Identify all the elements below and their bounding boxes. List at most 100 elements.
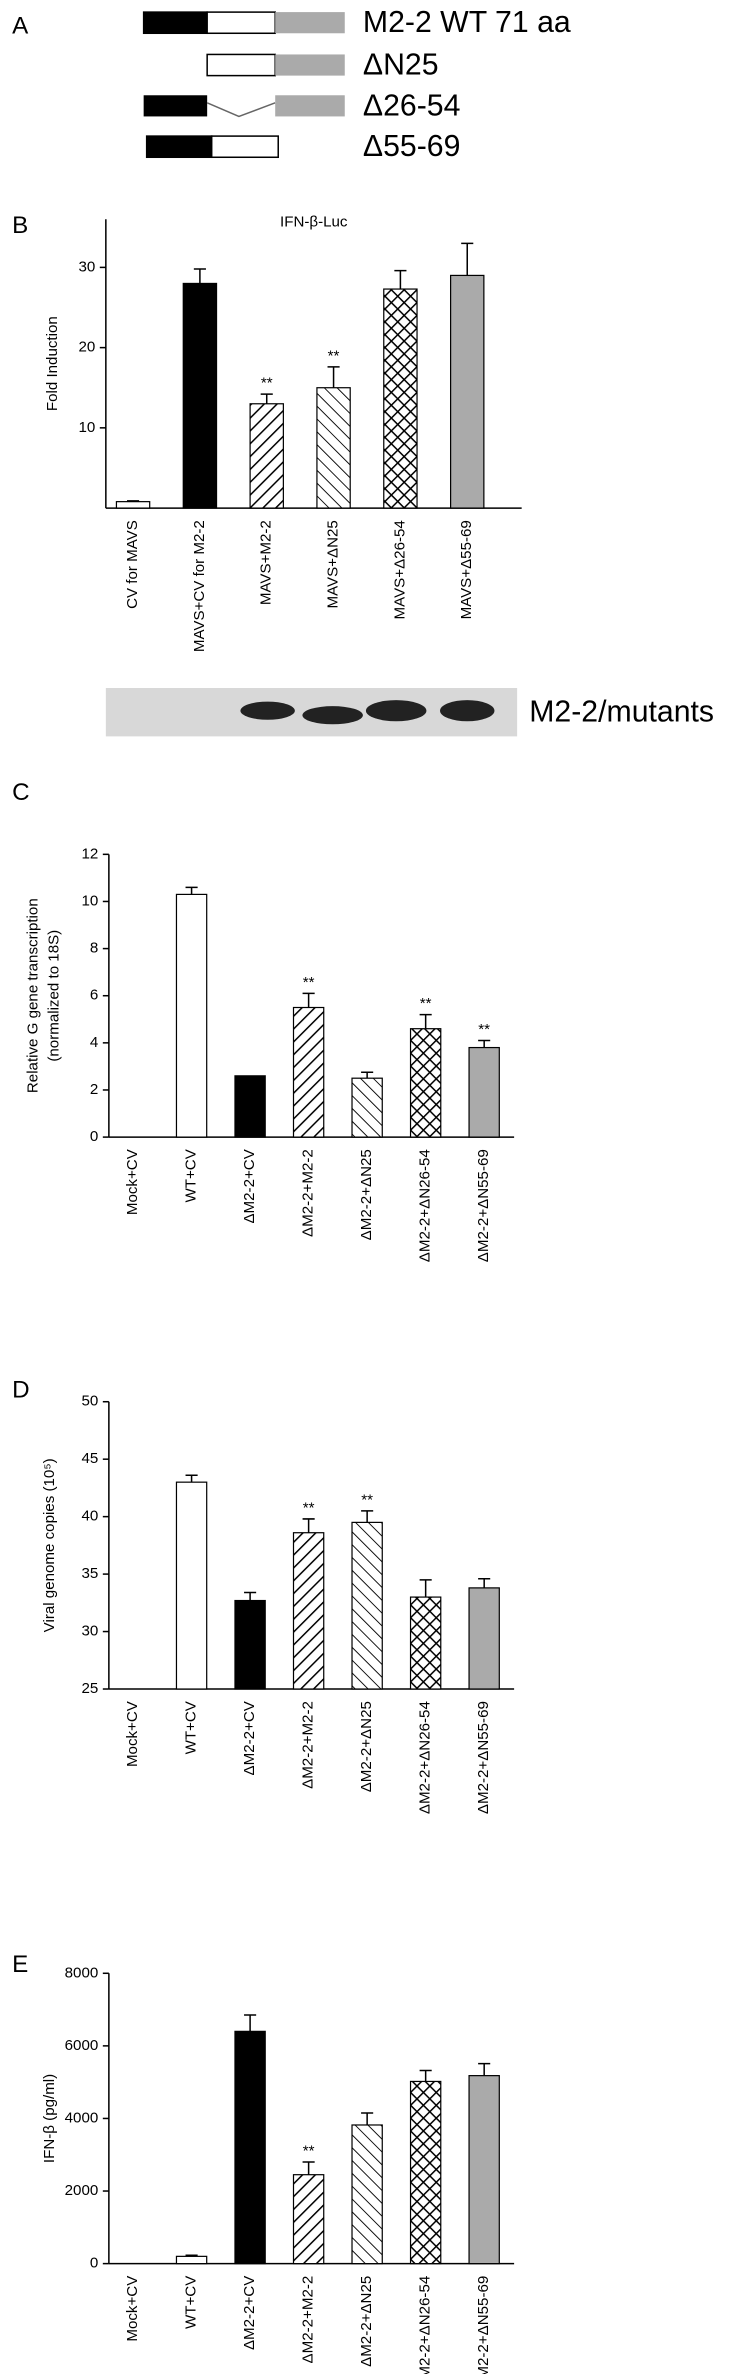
error-bar	[461, 242, 474, 276]
band	[365, 700, 427, 722]
error-bar	[244, 1591, 257, 1601]
y-axis-label: IFN-β (pg/ml)	[41, 2074, 58, 2163]
segment	[206, 53, 276, 77]
bar	[409, 1596, 442, 1690]
panel-label: C	[12, 779, 29, 806]
y-tick-label: 2	[90, 1081, 98, 1098]
y-tick-label: 4000	[65, 2109, 99, 2126]
segment	[275, 95, 345, 117]
x-tick-label: WT+CV	[183, 1148, 200, 1202]
error-bar	[244, 2014, 257, 2032]
error-bar	[361, 2112, 374, 2125]
diagram: A M2-2 WT 71 aa ΔN25 Δ26-54 Δ55-69	[12, 6, 571, 163]
annotation: **	[478, 1021, 490, 1038]
x-tick-label: WT+CV	[183, 1700, 200, 1754]
bar	[182, 282, 218, 509]
y-tick-label: 20	[78, 339, 95, 356]
bar	[468, 2075, 500, 2265]
deletion	[206, 102, 276, 118]
y-tick-label: 6000	[65, 2037, 99, 2054]
x-tick-label: MAVS+M2-2	[258, 520, 275, 605]
x-tick-label: ΔM2-2+ΔN25	[358, 2276, 375, 2367]
x-tick-label: Mock+CV	[124, 2275, 141, 2342]
bar	[234, 2030, 266, 2265]
y-tick-label: 8	[90, 940, 98, 957]
bar	[409, 1028, 442, 1138]
x-tick-label: ΔM2-2+CV	[241, 2275, 258, 2350]
bar	[351, 2124, 383, 2265]
error-bar	[361, 1071, 374, 1079]
y-tick-label: 10	[78, 419, 95, 436]
band	[240, 701, 295, 720]
y-tick-label: 10	[81, 892, 98, 909]
panel-label: E	[12, 1951, 28, 1978]
bar	[450, 274, 485, 509]
annotation: **	[303, 974, 315, 991]
band	[440, 700, 495, 722]
y-tick-label: 0	[90, 2255, 98, 2272]
segment	[142, 11, 208, 35]
x-tick-label: ΔM2-2+ΔN26-54	[417, 2276, 434, 2374]
x-tick-label: WT+CV	[183, 2275, 200, 2329]
segment	[275, 12, 345, 34]
x-tick-label: ΔM2-2+ΔN55-69	[475, 1149, 492, 1262]
annotation: **	[328, 347, 340, 364]
error-bar	[302, 1518, 315, 1533]
y-tick-label: 35	[81, 1565, 98, 1582]
error-bar	[193, 268, 206, 284]
y-tick-label: 12	[81, 845, 98, 862]
x-tick-label: Mock+CV	[124, 1700, 141, 1767]
error-bar	[185, 886, 198, 895]
x-tick-label: Mock+CV	[124, 1148, 141, 1215]
error-bar	[185, 2254, 198, 2257]
y-axis-label: (normalized to 18S)	[45, 930, 62, 1062]
x-tick-label: MAVS+CV for M2-2	[191, 520, 208, 652]
y-tick-label: 8000	[65, 1964, 99, 1981]
error-bar	[394, 269, 407, 290]
bar	[292, 1532, 325, 1690]
x-tick-label: ΔM2-2+ΔN25	[358, 1701, 375, 1792]
y-tick-label: 25	[81, 1680, 98, 1697]
bar	[175, 2255, 208, 2265]
bar	[468, 1587, 500, 1690]
y-axis-label: Fold Induction	[44, 316, 61, 411]
construct-label: Δ55-69	[363, 130, 461, 163]
segment	[145, 135, 213, 159]
x-tick-label: ΔM2-2+M2-2	[300, 2276, 317, 2364]
segment	[210, 135, 279, 159]
x-tick-label: ΔM2-2+ΔN55-69	[475, 2276, 492, 2374]
bar	[175, 1481, 208, 1690]
error-bar	[260, 393, 273, 404]
error-bar	[478, 1577, 491, 1588]
annotation: **	[303, 1499, 315, 1516]
x-tick-label: ΔM2-2+CV	[241, 1700, 258, 1775]
band	[302, 706, 363, 725]
x-tick-label: ΔM2-2+ΔN26-54	[417, 1701, 434, 1814]
error-bar	[419, 1013, 432, 1029]
annotation: **	[361, 1491, 373, 1508]
construct-label: M2-2 WT 71 aa	[363, 6, 571, 39]
error-bar	[127, 500, 140, 502]
y-tick-label: 30	[81, 1623, 98, 1640]
segment	[206, 11, 276, 35]
annotation: **	[420, 995, 432, 1012]
x-tick-label: ΔM2-2+M2-2	[300, 1149, 317, 1237]
segment	[143, 95, 208, 117]
error-bar	[419, 2069, 432, 2082]
error-bar	[419, 1579, 432, 1598]
y-tick-label: 4	[90, 1034, 98, 1051]
bar	[351, 1077, 383, 1138]
panel-label: B	[12, 212, 28, 239]
bar	[292, 1006, 325, 1138]
segment	[275, 54, 345, 76]
bar	[468, 1046, 500, 1138]
error-bar	[361, 1510, 374, 1523]
y-axis-label: Relative G gene transcription	[24, 898, 41, 1093]
annotation: **	[261, 375, 273, 392]
bar	[351, 1521, 383, 1690]
x-tick-label: MAVS+Δ55-69	[458, 520, 475, 619]
error-bar	[478, 2062, 491, 2076]
bar	[383, 288, 418, 509]
bar	[316, 387, 351, 509]
